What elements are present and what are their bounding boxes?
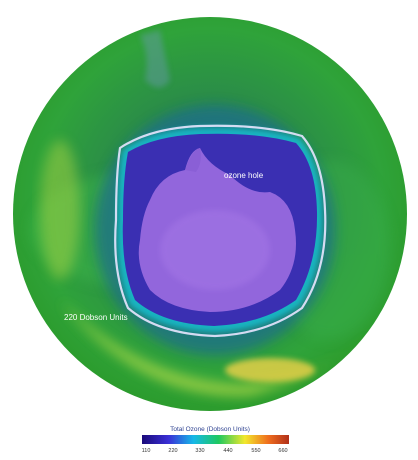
legend-colorbar <box>142 435 289 444</box>
legend-tick: 550 <box>251 448 260 454</box>
south-america-tip <box>140 30 170 88</box>
legend-tick: 660 <box>278 448 287 454</box>
ozone-hole <box>114 124 327 338</box>
legend-title: Total Ozone (Dobson Units) <box>170 426 250 433</box>
dobson-contour-line <box>114 124 327 338</box>
legend-tick: 440 <box>223 448 232 454</box>
high-ozone-west <box>40 140 80 280</box>
high-ozone-patch <box>225 358 315 382</box>
antarctic-peninsula <box>185 148 201 172</box>
legend: Total Ozone (Dobson Units) 110 220 330 4… <box>142 426 289 454</box>
dobson-contour-label: 220 Dobson Units <box>64 313 128 322</box>
legend-tick: 220 <box>168 448 177 454</box>
legend-tick: 110 <box>142 448 151 454</box>
legend-tick: 330 <box>195 448 204 454</box>
ice-shelf-light <box>160 210 270 290</box>
legend-ticks: 110 220 330 440 550 660 <box>142 448 288 454</box>
ozone-hole-label: ozone hole <box>224 171 264 180</box>
